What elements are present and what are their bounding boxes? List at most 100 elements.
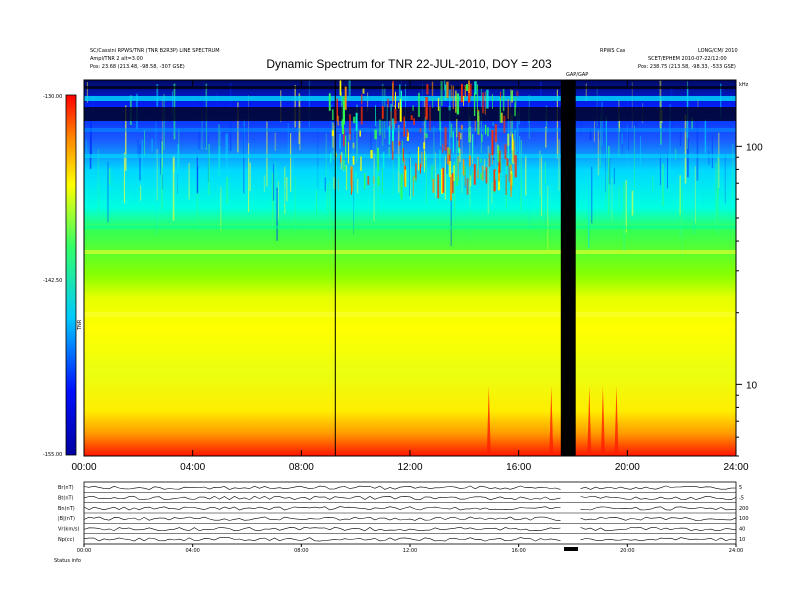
burst-streak	[444, 80, 446, 91]
texture-streak	[539, 184, 541, 241]
texture-streak	[524, 116, 526, 133]
texture-band	[84, 250, 736, 254]
panel-label: Bt(nT)	[58, 496, 74, 502]
burst-streak	[419, 163, 421, 174]
burst-streak	[485, 124, 487, 135]
texture-streak	[97, 149, 100, 215]
burst-streak	[360, 106, 363, 125]
burst-streak	[448, 161, 452, 177]
burst-streak	[375, 105, 376, 127]
burst-streak	[446, 147, 450, 165]
burst-streak	[425, 133, 428, 139]
burst-streak	[452, 131, 454, 153]
burst-streak	[450, 84, 452, 99]
header-left-line-1: SC/Cassini RPWS/TNR (TNR B2R3P) LINE SPE…	[90, 48, 220, 54]
texture-streak	[425, 156, 427, 204]
texture-streak	[617, 114, 620, 157]
texture-streak	[491, 182, 493, 204]
burst-streak	[417, 146, 420, 171]
burst-streak	[348, 141, 349, 164]
texture-streak	[597, 129, 600, 176]
texture-streak	[196, 179, 199, 232]
y-tick-label: 10	[746, 380, 758, 391]
burst-streak	[514, 102, 516, 117]
texture-streak	[284, 166, 286, 215]
texture-streak	[155, 121, 157, 186]
texture-streak	[277, 180, 279, 220]
burst-streak	[448, 149, 451, 166]
burst-streak	[432, 98, 434, 108]
burst-streak	[440, 81, 443, 106]
texture-streak	[461, 127, 463, 194]
texture-streak	[208, 144, 210, 195]
texture-streak	[326, 183, 328, 210]
texture-streak	[316, 190, 317, 215]
texture-streak	[625, 172, 626, 229]
texture-streak	[139, 144, 141, 181]
texture-streak	[547, 185, 549, 250]
texture-streak	[519, 135, 521, 201]
burst-streak	[345, 165, 348, 191]
texture-streak	[715, 162, 717, 232]
burst-streak	[500, 159, 502, 170]
y-tick-label: 100	[746, 142, 763, 153]
texture-streak	[732, 144, 734, 199]
texture-streak	[125, 105, 127, 171]
x-tick-label: 24:00	[723, 462, 748, 473]
texture-streak	[293, 157, 295, 189]
texture-streak	[433, 126, 435, 171]
texture-streak	[539, 150, 541, 196]
texture-streak	[438, 176, 441, 204]
low-frequency-spike	[614, 386, 619, 456]
burst-streak	[446, 81, 449, 99]
burst-streak	[469, 83, 472, 97]
burst-streak	[458, 131, 460, 148]
texture-band	[84, 154, 736, 158]
texture-streak	[449, 89, 451, 155]
burst-streak	[500, 91, 501, 102]
burst-streak	[378, 119, 382, 136]
texture-streak	[633, 125, 635, 193]
spectrogram-background	[84, 80, 736, 456]
texture-streak	[422, 83, 423, 126]
burst-streak	[412, 105, 414, 111]
burst-streak	[341, 119, 344, 135]
texture-streak	[274, 132, 277, 151]
texture-streak	[225, 134, 227, 159]
texture-band	[84, 312, 736, 317]
x-tick-label: 12:00	[397, 462, 422, 473]
burst-streak	[487, 127, 489, 137]
burst-streak	[477, 111, 480, 135]
burst-streak	[508, 166, 510, 183]
texture-streak	[667, 153, 668, 189]
panel-trace	[83, 485, 737, 490]
burst-streak	[450, 123, 453, 138]
texture-streak	[623, 182, 625, 252]
low-frequency-spike	[600, 386, 605, 456]
burst-streak	[473, 164, 476, 185]
x-tick-label: 00:00	[71, 462, 96, 473]
burst-streak	[355, 112, 358, 131]
texture-streak	[540, 81, 542, 100]
burst-streak	[412, 176, 414, 197]
burst-streak	[431, 81, 434, 97]
burst-streak	[507, 133, 509, 159]
texture-streak	[220, 186, 222, 231]
texture-streak	[399, 183, 401, 197]
texture-streak	[487, 145, 490, 214]
burst-streak	[395, 91, 396, 109]
burst-streak	[466, 178, 469, 195]
gap-label: GAP/GAP	[566, 72, 588, 78]
burst-streak	[423, 142, 425, 149]
burst-streak	[424, 150, 425, 173]
texture-streak	[716, 188, 719, 234]
texture-streak	[469, 188, 471, 243]
texture-streak	[196, 155, 198, 194]
texture-streak	[353, 177, 355, 227]
chart-title: Dynamic Spectrum for TNR 22-JUL-2010, DO…	[266, 57, 552, 71]
texture-streak	[243, 126, 245, 194]
burst-streak	[377, 147, 379, 172]
burst-streak	[374, 129, 377, 140]
texture-streak	[172, 91, 173, 117]
burst-streak	[450, 174, 452, 201]
